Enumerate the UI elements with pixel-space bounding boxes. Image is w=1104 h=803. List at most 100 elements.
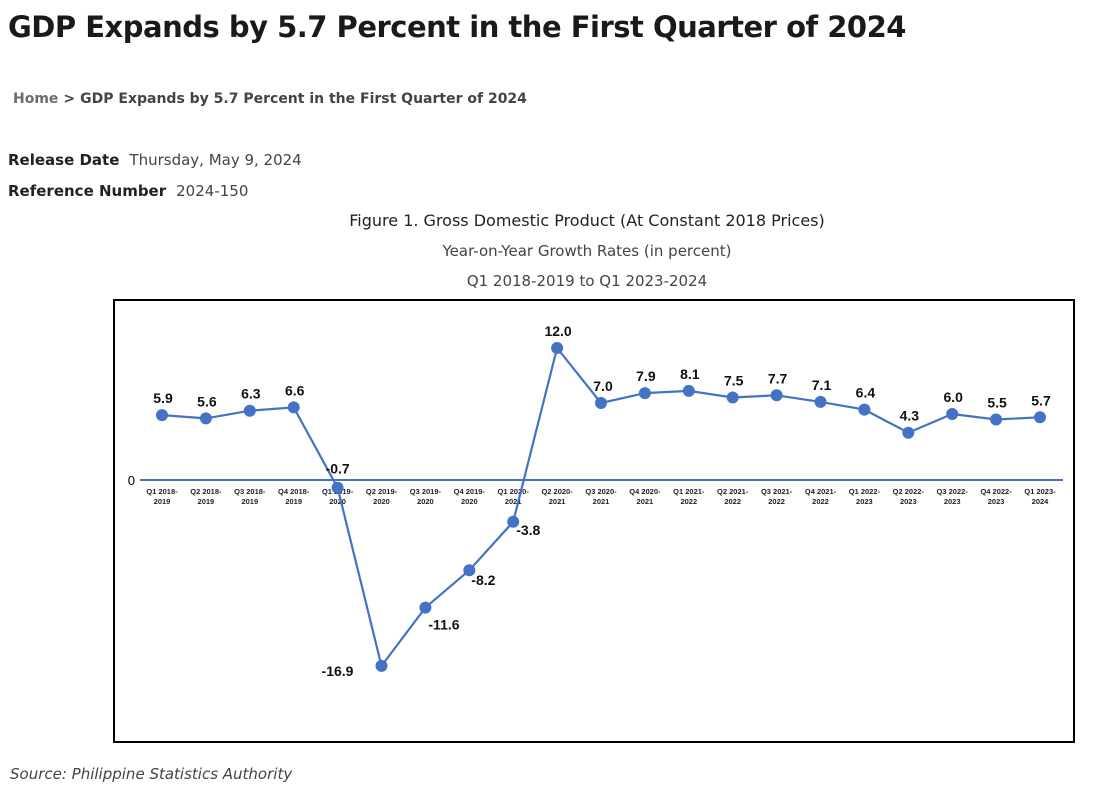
x-tick-label: Q2 2021-: [717, 487, 749, 496]
data-point: [770, 389, 783, 402]
x-tick-label: 2023: [944, 497, 961, 506]
x-tick-label: 2021: [593, 497, 610, 506]
x-tick-label: 2020: [417, 497, 434, 506]
data-point: [595, 397, 607, 409]
x-tick-label: 2021: [549, 497, 566, 506]
data-label: -11.6: [428, 617, 459, 633]
x-tick-label: 2020: [329, 497, 346, 506]
x-tick-label: 2021: [637, 497, 654, 506]
data-label: 7.7: [768, 370, 788, 386]
x-tick-label: Q1 2020-: [498, 487, 530, 496]
page-title: GDP Expands by 5.7 Percent in the First …: [8, 10, 906, 44]
chart-frame: [113, 299, 1075, 743]
x-tick-label: 2022: [680, 497, 697, 506]
data-point: [419, 601, 432, 614]
data-label: 5.7: [1031, 392, 1051, 408]
data-point: [243, 404, 256, 417]
x-tick-label: 2020: [373, 497, 390, 506]
figure-subtitle: Year-on-Year Growth Rates (in percent): [442, 242, 732, 260]
data-label: 5.6: [197, 393, 217, 409]
release-date-value: Thursday, May 9, 2024: [129, 151, 302, 169]
x-tick-label: Q2 2018-: [190, 487, 222, 496]
breadcrumb-current: GDP Expands by 5.7 Percent in the First …: [80, 91, 527, 107]
data-point: [156, 409, 168, 422]
release-date-label: Release Date: [8, 151, 120, 169]
data-label: 6.6: [285, 382, 305, 398]
x-tick-label: Q3 2021-: [761, 487, 793, 496]
data-point: [287, 401, 300, 414]
data-point: [551, 342, 564, 354]
x-tick-label: Q4 2022-: [980, 487, 1012, 496]
x-tick-label: Q1 2022-: [849, 487, 881, 496]
data-point: [463, 564, 476, 577]
x-tick-label: Q1 2018-: [146, 487, 178, 496]
x-tick-label: Q4 2018-: [278, 487, 310, 496]
breadcrumb-home-link[interactable]: Home: [13, 91, 59, 107]
x-tick-label: Q3 2020-: [585, 487, 617, 496]
data-point: [199, 412, 212, 425]
data-label: -0.7: [326, 461, 350, 477]
x-tick-label: 2019: [241, 497, 258, 506]
data-label: -3.8: [516, 522, 540, 538]
source-note: Source: Philippine Statistics Authority: [10, 765, 293, 783]
reference-number-value: 2024-150: [176, 182, 249, 200]
breadcrumb-separator: >: [63, 91, 76, 107]
data-point: [331, 481, 344, 494]
data-label: 12.0: [544, 323, 571, 339]
x-tick-label: 2023: [988, 497, 1005, 506]
data-point: [858, 403, 871, 416]
data-point: [638, 387, 651, 400]
data-point: [682, 384, 695, 397]
data-label: 7.1: [812, 377, 832, 393]
data-point: [507, 515, 520, 528]
data-label: -16.9: [322, 663, 354, 679]
data-label: 4.3: [900, 408, 920, 424]
data-point: [902, 426, 915, 439]
x-tick-label: 2022: [768, 497, 785, 506]
data-label: 7.0: [593, 378, 613, 394]
data-label: 6.0: [943, 389, 963, 405]
x-tick-label: Q3 2018-: [234, 487, 266, 496]
x-tick-label: 2023: [856, 497, 873, 506]
x-tick-label: Q1 2023-: [1024, 487, 1056, 496]
x-tick-label: Q2 2020-: [541, 487, 573, 496]
data-point: [375, 659, 388, 672]
x-tick-label: 2019: [198, 497, 215, 506]
x-tick-label: Q3 2022-: [937, 487, 969, 496]
zero-axis-label: 0: [128, 473, 135, 488]
data-label: 8.1: [680, 366, 700, 382]
data-point: [814, 395, 827, 408]
x-tick-label: 2022: [724, 497, 741, 506]
x-tick-label: Q4 2019-: [454, 487, 486, 496]
data-label: 5.5: [987, 395, 1007, 411]
data-point: [990, 413, 1003, 426]
figure-period: Q1 2018-2019 to Q1 2023-2024: [466, 272, 708, 290]
data-label: 6.4: [856, 385, 876, 401]
x-tick-label: 2023: [900, 497, 917, 506]
data-label: 5.9: [153, 390, 173, 406]
x-tick-label: Q2 2022-: [893, 487, 925, 496]
x-tick-label: 2024: [1032, 497, 1050, 506]
x-tick-label: 2019: [285, 497, 302, 506]
data-label: 6.3: [241, 386, 261, 402]
x-tick-label: Q3 2019-: [410, 487, 442, 496]
release-date-row: Release Date Thursday, May 9, 2024: [8, 151, 302, 169]
x-tick-label: 2021: [505, 497, 522, 506]
data-point: [1034, 411, 1046, 424]
data-point: [726, 391, 739, 404]
x-tick-label: Q1 2021-: [673, 487, 705, 496]
x-tick-label: 2019: [154, 497, 171, 506]
x-tick-label: Q4 2021-: [805, 487, 837, 496]
breadcrumb: Home > GDP Expands by 5.7 Percent in the F…: [13, 91, 527, 107]
reference-number-label: Reference Number: [8, 182, 167, 200]
x-tick-label: 2020: [461, 497, 478, 506]
reference-number-row: Reference Number 2024-150: [8, 182, 248, 200]
data-label: 7.5: [724, 373, 744, 389]
figure-title: Figure 1. Gross Domestic Product (At Con…: [349, 211, 825, 230]
x-tick-label: Q4 2020-: [629, 487, 661, 496]
data-label: 7.9: [636, 368, 656, 384]
x-tick-label: 2022: [812, 497, 829, 506]
x-tick-label: Q2 2019-: [366, 487, 398, 496]
data-label: -8.2: [471, 572, 495, 588]
